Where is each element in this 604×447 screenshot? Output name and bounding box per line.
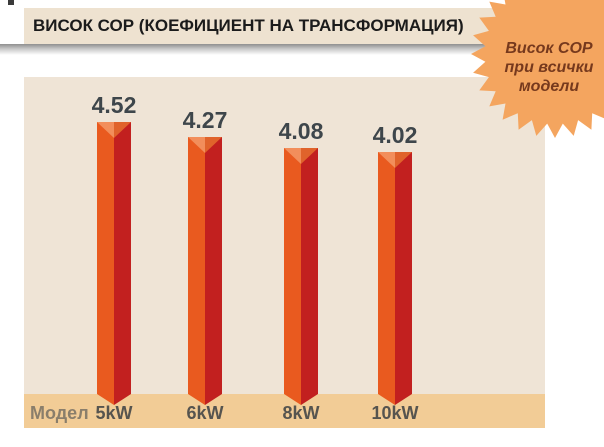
category-label: 6kW bbox=[186, 403, 224, 423]
category-label: 10kW bbox=[371, 403, 419, 423]
bar-bottom-point bbox=[284, 394, 318, 405]
bar bbox=[97, 122, 131, 394]
bar bbox=[188, 137, 222, 394]
bar-right-face bbox=[205, 137, 222, 394]
bar-top-face bbox=[378, 152, 412, 168]
bar-bottom-left-facet bbox=[378, 394, 395, 405]
bar-left-face bbox=[188, 137, 205, 394]
bar-value-label: 4.27 bbox=[182, 107, 228, 133]
bar-bottom-point bbox=[378, 394, 412, 405]
bar-value-label: 4.02 bbox=[372, 122, 418, 148]
bar-left-face bbox=[97, 122, 114, 394]
bar-bottom-right-facet bbox=[301, 394, 318, 405]
bar-bottom-right-facet bbox=[395, 394, 412, 405]
bar-bottom-left-facet bbox=[97, 394, 114, 405]
bar-value-label: 4.08 bbox=[278, 118, 324, 144]
badge-caption-line: модели bbox=[518, 78, 580, 95]
corner-artifact bbox=[8, 0, 14, 5]
bar-top-face bbox=[97, 122, 131, 138]
category-label: 5kW bbox=[95, 403, 133, 423]
badge-caption-line: при всички bbox=[504, 59, 594, 76]
chart-title: ВИСОК СОР (КОЕФИЦИЕНТ НА ТРАНСФОРМАЦИЯ) bbox=[24, 8, 545, 44]
bar-bottom-point bbox=[188, 394, 222, 405]
bar-right-face bbox=[114, 122, 131, 394]
starburst-shape bbox=[471, 0, 604, 138]
title-shadow-divider bbox=[0, 44, 604, 55]
bar-top-face bbox=[188, 137, 222, 153]
bar-bottom-right-facet bbox=[205, 394, 222, 405]
bar-right-face bbox=[301, 148, 318, 394]
badge-caption: Висок СОР при всички модели bbox=[487, 39, 604, 96]
bar-bottom-left-facet bbox=[284, 394, 301, 405]
bar-right-face bbox=[395, 152, 412, 394]
starburst-badge bbox=[471, 0, 604, 138]
bar bbox=[284, 148, 318, 394]
bar-value-label: 4.52 bbox=[91, 92, 137, 118]
bar bbox=[378, 152, 412, 394]
bar-left-face bbox=[378, 152, 395, 394]
badge-caption-line: Висок СОР bbox=[505, 40, 593, 57]
bar-top-face bbox=[284, 148, 318, 164]
x-axis-row-label: Модел bbox=[30, 403, 89, 423]
bar-bottom-right-facet bbox=[114, 394, 131, 405]
bar-bottom-left-facet bbox=[188, 394, 205, 405]
category-label: 8kW bbox=[282, 403, 320, 423]
bar-bottom-point bbox=[97, 394, 131, 405]
bar-left-face bbox=[284, 148, 301, 394]
